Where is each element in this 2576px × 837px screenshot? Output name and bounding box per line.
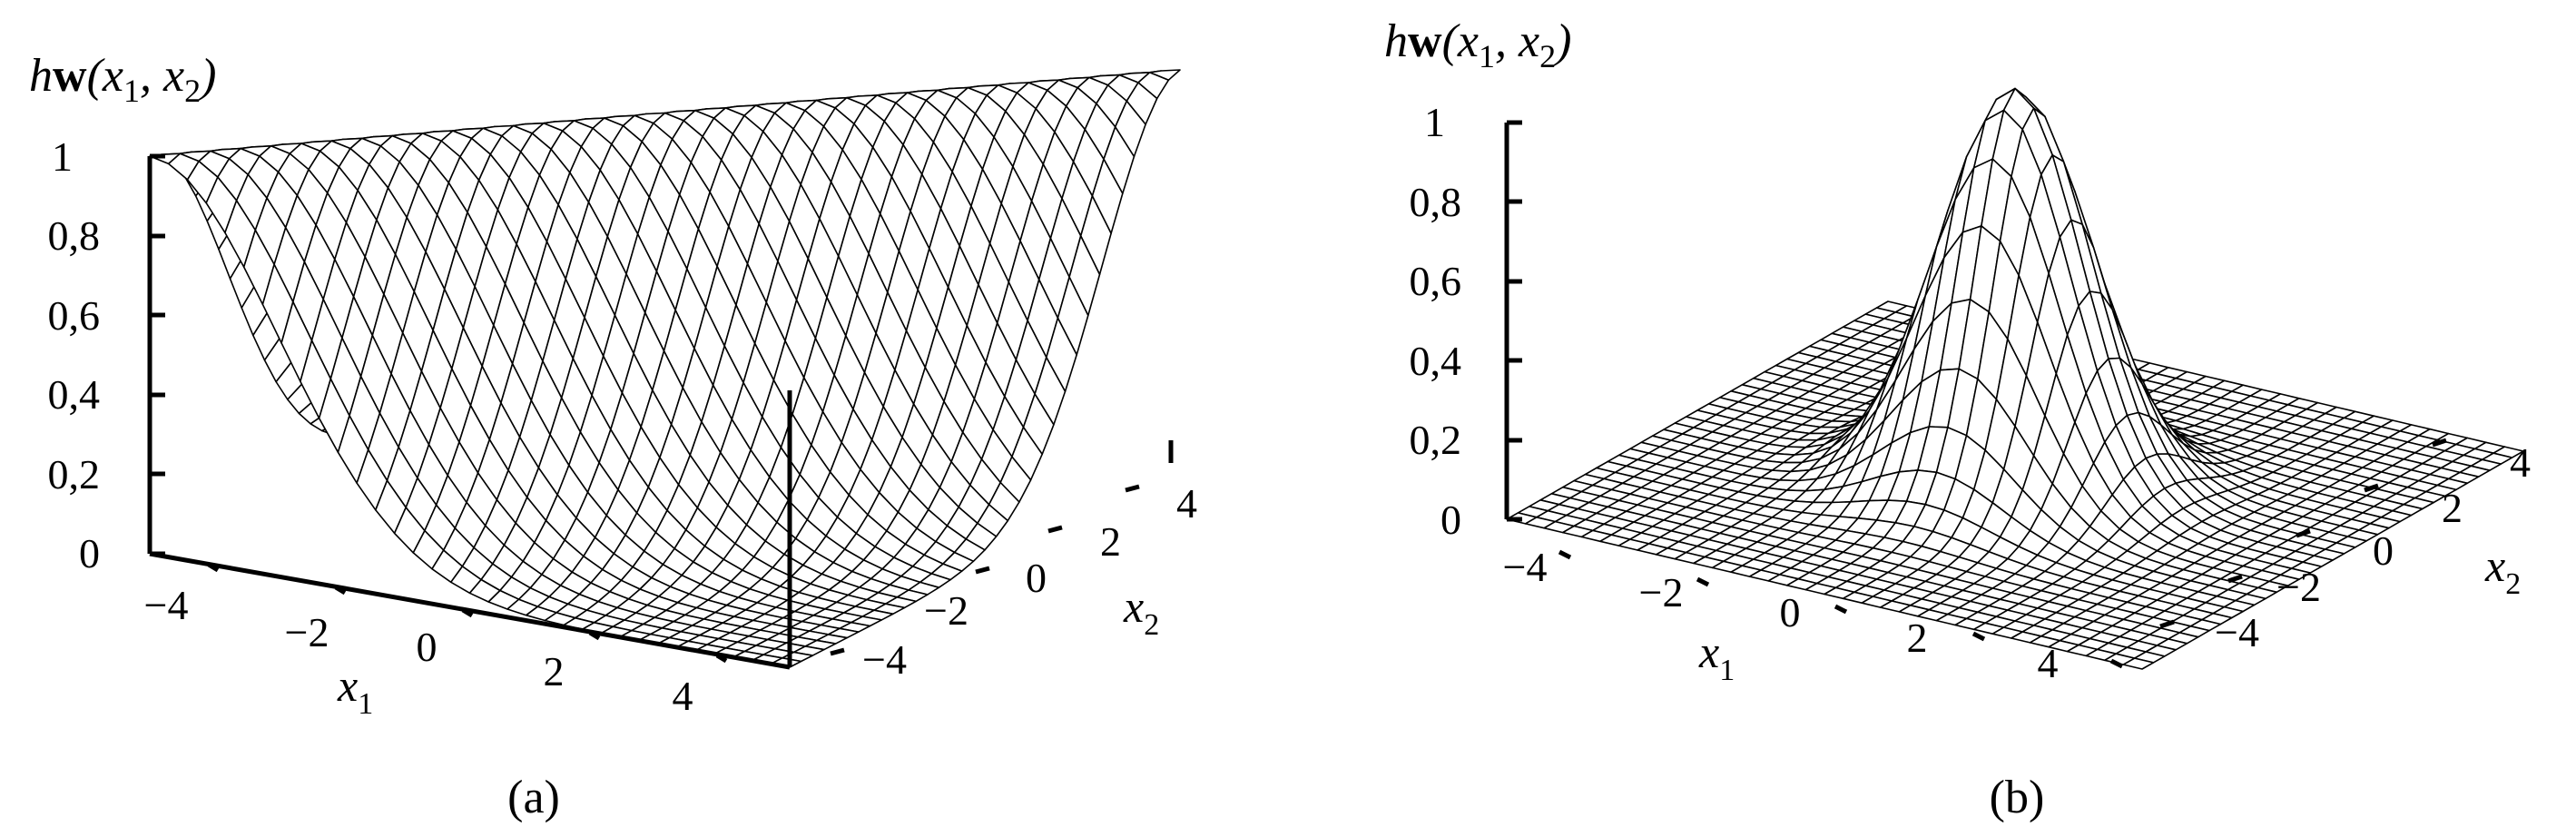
x1-tick-b-4: 4 — [2038, 640, 2059, 686]
x2-tick-b-2: 0 — [2373, 527, 2394, 574]
x1-tick-a-4: 4 — [673, 673, 693, 719]
x2-tick-b-0: −4 — [2215, 609, 2259, 655]
x1-tick-a-1: −2 — [285, 609, 329, 655]
x1-label-b: x1 — [1698, 626, 1735, 687]
z-tick-a-5: 1 — [52, 133, 73, 180]
caption-a: (a) — [507, 772, 560, 823]
x1-label-a: x1 — [337, 660, 373, 721]
x2-tick-b-4: 4 — [2510, 439, 2531, 486]
z-tick-a-0: 0 — [79, 530, 100, 576]
floor-tickmarks-b — [1558, 438, 2447, 669]
surface-facet — [2122, 657, 2155, 670]
x2-tick-b-3: 2 — [2442, 485, 2463, 531]
x1-tick-b-0: −4 — [1503, 544, 1548, 590]
x1-axis-a — [149, 551, 791, 670]
z-tick-a-3: 0,6 — [48, 292, 101, 339]
x2-tickmarks-a — [830, 440, 1174, 656]
z-label-a: hw(x1, x2) — [29, 50, 216, 109]
x2-tick-a-2: 0 — [1026, 555, 1047, 601]
surface-mesh-b — [1506, 87, 2524, 670]
z-ticks-a — [150, 153, 165, 556]
z-label-b: hw(x1, x2) — [1384, 15, 1571, 74]
x2-tick-a-1: −2 — [924, 587, 968, 634]
z-tick-a-4: 0,8 — [48, 212, 101, 259]
x1-tick-b-3: 2 — [1907, 615, 1928, 661]
x1-tick-a-0: −4 — [144, 582, 189, 628]
x2-tick-a-3: 2 — [1100, 518, 1121, 565]
z-tick-b-3: 0,6 — [1410, 258, 1462, 304]
x2-tick-b-1: −2 — [2276, 564, 2321, 610]
x1-tick-b-1: −2 — [1639, 569, 1684, 615]
z-ticks-b — [1507, 120, 1522, 522]
x1-tick-a-2: 0 — [417, 624, 438, 670]
x1-tickmarks-a — [207, 562, 728, 664]
panel-a-ridge-surface: 0 0,2 0,4 0,6 0,8 1 −4 −2 0 2 4 −4 −2 0 … — [29, 50, 1197, 823]
x2-label-b: x2 — [2484, 540, 2521, 601]
x1-tick-a-3: 2 — [544, 648, 565, 694]
z-tick-b-5: 1 — [1424, 99, 1445, 145]
z-tick-b-2: 0,4 — [1410, 338, 1462, 384]
panel-b-bump-surface: 0 0,2 0,4 0,6 0,8 1 −4 −2 0 2 4 −4 −2 0 … — [1384, 15, 2531, 823]
x2-label-a: x2 — [1123, 581, 1159, 642]
x2-tick-a-0: −4 — [862, 636, 907, 683]
z-tick-a-1: 0,2 — [48, 451, 101, 497]
x2-tick-a-4: 4 — [1176, 480, 1197, 527]
z-tick-b-4: 0,8 — [1410, 179, 1462, 225]
z-tick-b-0: 0 — [1440, 497, 1461, 543]
surface-mesh-a — [149, 69, 1181, 668]
z-tick-b-1: 0,2 — [1410, 417, 1462, 463]
x1-tick-b-2: 0 — [1780, 589, 1801, 635]
caption-b: (b) — [1990, 772, 2045, 823]
z-tick-a-2: 0,4 — [48, 371, 101, 418]
